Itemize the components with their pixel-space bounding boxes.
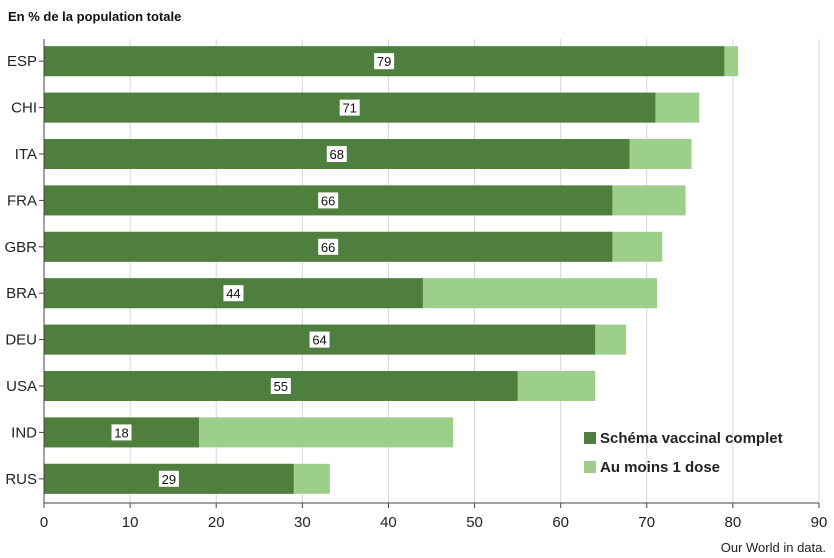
- source-note: Our World in data.: [721, 540, 826, 555]
- category-label: BRA: [6, 285, 37, 302]
- bars: [44, 46, 739, 494]
- data-label-bg: [318, 192, 339, 209]
- x-tick-label: 80: [725, 514, 742, 531]
- category-label: ITA: [15, 146, 37, 163]
- data-label: 66: [321, 240, 335, 255]
- x-tick-label: 30: [294, 514, 311, 531]
- data-label: 18: [114, 425, 128, 440]
- data-label: 44: [226, 286, 240, 301]
- axes: ESP CHI ITA FRA GBR BRA DEU USA IND RUS 0 10 20 30 40 5…: [4, 39, 827, 531]
- legend-label: Schéma vaccinal complet: [600, 430, 783, 447]
- data-label-bg: [339, 99, 360, 116]
- data-label: 68: [330, 147, 344, 162]
- data-label: 55: [274, 379, 288, 394]
- category-label: ESP: [7, 53, 37, 70]
- legend-swatch: [584, 432, 596, 444]
- data-label-bg: [309, 331, 330, 348]
- legend-label: Au moins 1 dose: [600, 459, 720, 476]
- x-tick-label: 0: [40, 514, 48, 531]
- data-label: 79: [377, 54, 391, 69]
- category-label: IND: [11, 424, 37, 441]
- category-label: GBR: [4, 239, 37, 256]
- data-label-bg: [374, 53, 395, 70]
- data-label-bg: [158, 470, 179, 487]
- x-tick-label: 40: [380, 514, 397, 531]
- legend-swatch: [584, 461, 596, 473]
- data-labels: 79 71 68 66 66 44 64 55 18 29: [111, 53, 395, 487]
- x-tick-label: 50: [466, 514, 483, 531]
- legend: Schéma vaccinal complet Au moins 1 dose: [584, 430, 783, 476]
- chart-subtitle: En % de la population totale: [8, 9, 181, 24]
- category-label: RUS: [5, 471, 37, 488]
- data-label-bg: [326, 146, 347, 162]
- data-label: 29: [162, 472, 176, 487]
- x-tick-label: 10: [122, 514, 139, 531]
- category-label: USA: [6, 378, 37, 395]
- x-tick-label: 60: [552, 514, 569, 531]
- data-label: 64: [312, 333, 326, 348]
- x-tick-label: 90: [811, 514, 828, 531]
- x-tick-label: 70: [638, 514, 655, 531]
- data-label-bg: [318, 238, 339, 255]
- data-label-bg: [111, 424, 132, 441]
- category-label: CHI: [11, 100, 37, 117]
- category-label: DEU: [5, 332, 37, 349]
- data-label-bg: [223, 285, 244, 302]
- category-label: FRA: [7, 192, 37, 209]
- data-label: 66: [321, 193, 335, 208]
- data-label-bg: [270, 378, 291, 394]
- x-tick-label: 20: [208, 514, 225, 531]
- data-label: 71: [342, 101, 356, 116]
